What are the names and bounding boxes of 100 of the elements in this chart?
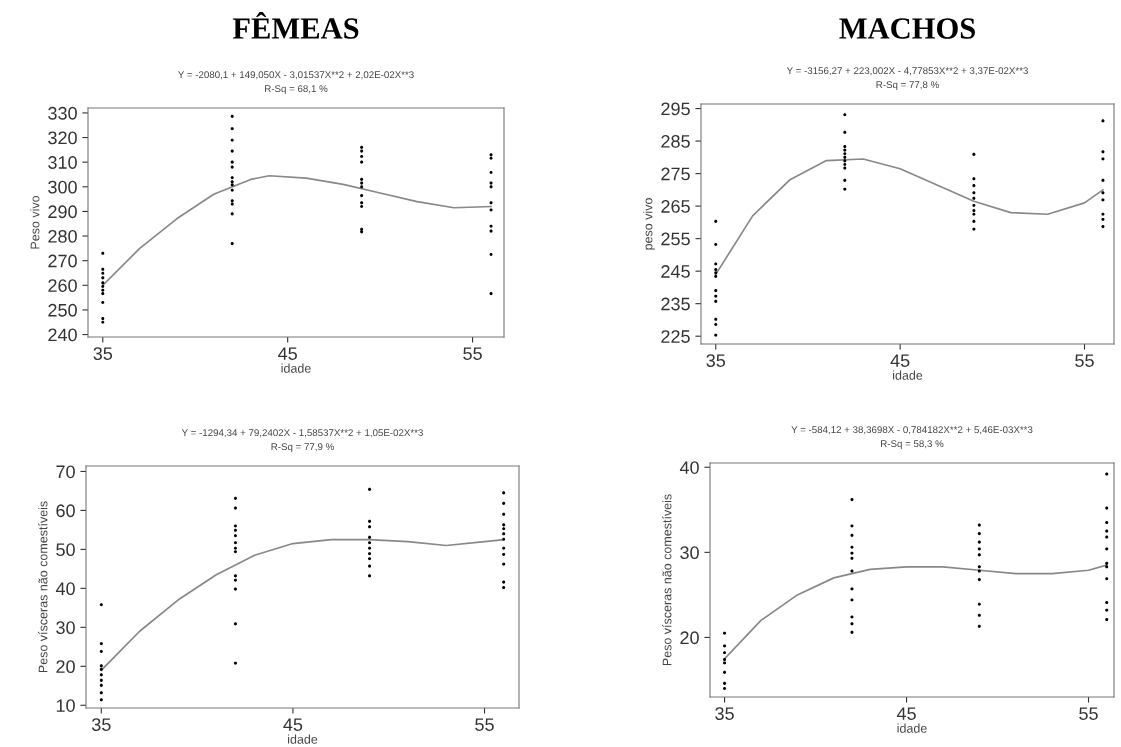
y-tick-label: 310 [48, 156, 77, 169]
point [714, 271, 718, 275]
x-axis-title: idade [893, 370, 923, 380]
x-tick-label: 35 [706, 354, 726, 367]
x-tick-label: 55 [475, 718, 494, 731]
point [101, 267, 105, 271]
point [1101, 198, 1105, 202]
point [99, 642, 103, 646]
y-tick-label: 300 [48, 180, 77, 194]
point [368, 519, 372, 523]
y-tick-label: 280 [48, 229, 77, 243]
y-tick-label: 240 [48, 328, 77, 342]
y-tick-label: 245 [661, 265, 690, 278]
point [233, 524, 237, 528]
y-tick-label: 60 [56, 504, 75, 518]
y-tick-label: 270 [48, 254, 77, 268]
point [502, 501, 506, 505]
point [360, 177, 364, 181]
x-axis-title: idade [897, 723, 927, 733]
point [723, 686, 727, 691]
x-tick-label: 45 [283, 718, 303, 731]
point [502, 537, 506, 541]
point [99, 603, 103, 607]
y-tick-label: 275 [661, 167, 690, 181]
y-axis-title: Peso vivo [30, 195, 40, 249]
y-tick-label: 30 [56, 621, 75, 635]
point [230, 180, 234, 184]
x-tick-label: 55 [1075, 354, 1094, 367]
text: FÊMEAS [232, 12, 359, 39]
point [843, 113, 847, 117]
point [977, 578, 981, 582]
point [502, 586, 506, 590]
x-tick-label: 35 [93, 347, 113, 360]
chart-subtitle: R-Sq = 77,9 % [271, 443, 334, 452]
x-tick-label: 55 [463, 347, 482, 360]
point [502, 527, 506, 531]
y-tick-label: 225 [661, 330, 690, 343]
y-tick-label: 70 [56, 465, 75, 479]
point [977, 532, 981, 536]
y-tick-label: 295 [661, 102, 690, 116]
point [723, 661, 727, 665]
point [714, 333, 718, 337]
point [1105, 577, 1109, 581]
point [977, 613, 981, 617]
point [714, 317, 718, 321]
y-axis-title: peso vivo [643, 198, 655, 250]
point [714, 289, 718, 293]
point [977, 602, 981, 606]
point [1101, 119, 1105, 123]
x-tick-label: 35 [91, 718, 111, 731]
y-tick-label: 265 [661, 200, 690, 213]
y-tick-label: 330 [48, 106, 77, 120]
y-tick-label: 30 [680, 546, 699, 560]
point [972, 227, 976, 231]
y-tick-label: 20 [680, 631, 699, 645]
point [368, 552, 372, 556]
point [360, 194, 364, 198]
y-tick-label: 290 [48, 205, 77, 219]
point [723, 658, 727, 662]
y-tick-label: 50 [56, 543, 75, 557]
chart-subtitle: R-Sq = 77,8 % [876, 81, 939, 90]
x-tick-label: 45 [890, 354, 910, 367]
point [850, 587, 854, 591]
y-tick-label: 255 [661, 232, 690, 246]
point [1105, 565, 1109, 569]
point [360, 145, 364, 149]
point [233, 496, 237, 500]
chart-title: Y = -1294,34 + 79,2402X - 1,58537X**2 + 1,05E-02X**3 [181, 429, 423, 438]
chart-title: Y = -3156,27 + 223,002X - 4,77853X**2 + 3,37E-02X**3 [786, 67, 1028, 76]
point [101, 251, 105, 255]
y-axis-title: Peso vísceras não comestíveis [662, 494, 672, 666]
chart-title: Y = -584,12 + 38,3698X - 0,784182X**2 + 5,46E-03X**3 [791, 426, 1033, 435]
point [714, 294, 718, 298]
point [101, 288, 105, 292]
point [723, 681, 727, 685]
y-tick-label: 40 [679, 461, 699, 474]
point [502, 512, 506, 516]
point [99, 683, 103, 687]
point [723, 670, 727, 674]
line-series [101, 174, 492, 287]
point [230, 138, 234, 142]
point [101, 271, 105, 275]
x-tick-label: 55 [1079, 707, 1098, 720]
x-tick-label: 45 [896, 707, 916, 720]
point [714, 274, 718, 278]
y-tick-label: 260 [48, 279, 77, 293]
point [360, 154, 364, 159]
y-tick-label: 10 [56, 699, 75, 712]
x-tick-label: 35 [715, 707, 734, 720]
x-axis-title: idade [281, 363, 311, 373]
point [977, 624, 981, 628]
point [1105, 561, 1109, 565]
y-tick-label: 40 [55, 582, 75, 596]
point [368, 487, 372, 491]
y-axis-title: Peso vísceras não comestíveis [38, 501, 48, 673]
y-tick-label: 20 [56, 660, 75, 674]
y-tick-label: 235 [661, 297, 690, 311]
point [502, 552, 506, 557]
point [230, 160, 234, 164]
y-tick-label: 285 [661, 135, 690, 148]
